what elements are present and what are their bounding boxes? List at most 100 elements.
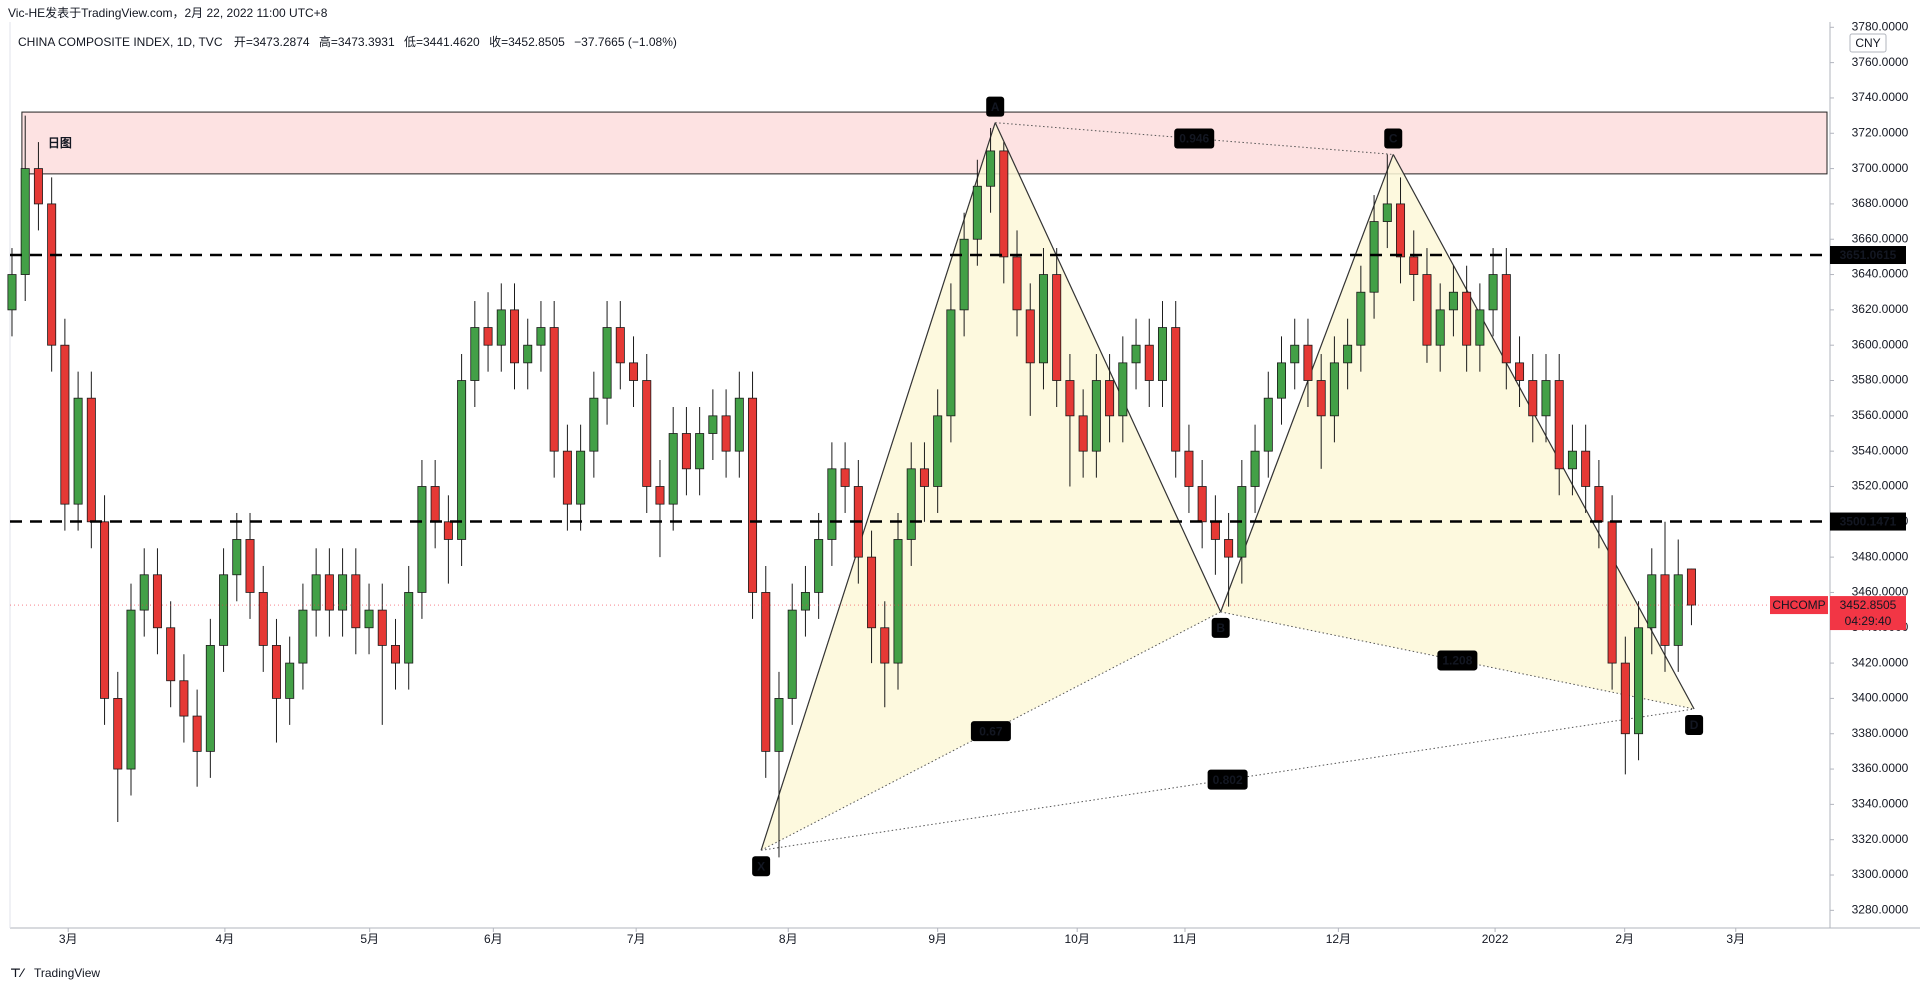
candle-body: [642, 380, 652, 487]
candle-body: [589, 397, 599, 452]
candle-body: [1435, 309, 1445, 346]
candle-body: [1052, 274, 1062, 381]
candle-body: [1277, 362, 1287, 399]
candle-body: [562, 450, 572, 505]
candle-body: [377, 609, 387, 646]
y-tick-label: 3300.0000: [1852, 867, 1909, 881]
currency: CNY: [1855, 36, 1880, 50]
candle-body: [1422, 274, 1432, 346]
candle-body: [390, 645, 400, 664]
candle-body: [1224, 539, 1234, 558]
candle-body: [840, 468, 850, 487]
candle-body: [1607, 521, 1617, 664]
y-tick-label: 3680.0000: [1852, 196, 1909, 210]
candle-body: [523, 344, 533, 364]
candle-body: [1594, 486, 1604, 523]
candle-body: [1316, 380, 1326, 417]
candle-body: [126, 609, 136, 770]
candle-body: [1105, 380, 1115, 417]
change: −37.7665 (−1.08%): [574, 35, 677, 49]
ratio-line: [1220, 611, 1695, 710]
candle-body: [258, 592, 268, 646]
pattern-fill: [761, 122, 1221, 851]
symbol: CHINA COMPOSITE INDEX, 1D, TVC: [18, 35, 223, 49]
candle-body: [986, 150, 996, 187]
point-label: X: [757, 859, 765, 873]
candle-body: [774, 698, 784, 752]
candle-body: [1250, 450, 1260, 487]
candle-body: [1356, 291, 1366, 346]
candle-body: [1475, 309, 1485, 346]
candle-body: [1263, 397, 1273, 452]
footer-brand: TradingView: [34, 966, 100, 980]
candle-body: [1290, 344, 1300, 364]
candle-body: [602, 327, 612, 399]
ratio-label-box: [1207, 769, 1248, 790]
candle-body: [681, 433, 691, 470]
level-label-box: [1830, 512, 1906, 531]
pattern-leg: [1220, 154, 1394, 613]
candle-body: [1144, 344, 1154, 381]
harmonic-pattern: [760, 122, 1695, 851]
candle-body: [73, 397, 83, 505]
point-label-box: [752, 856, 771, 877]
candle-body: [999, 150, 1009, 258]
candle-body: [1528, 380, 1538, 417]
candle-body: [880, 627, 890, 664]
candle-body: [100, 521, 110, 699]
x-tick-label: 3月: [59, 932, 78, 946]
candle-body: [139, 574, 149, 611]
ratio-line: [761, 708, 1695, 851]
candle-body: [1660, 574, 1670, 646]
candle-body: [457, 380, 467, 540]
candle-body: [668, 433, 678, 505]
last-price: 3452.8505: [1840, 598, 1897, 612]
candle-body: [893, 539, 903, 664]
ratio-label-box: [1174, 128, 1215, 149]
pattern-leg: [1392, 154, 1695, 710]
candle-body: [364, 609, 374, 629]
candle-body: [7, 274, 17, 311]
candle-body: [1396, 203, 1406, 258]
ratio-label: 0.67: [979, 724, 1003, 738]
candle-body: [1620, 662, 1630, 735]
candle-body: [351, 574, 361, 629]
point-label: A: [991, 100, 1000, 114]
publish-info: Vic-HE发表于TradingView.com，2月 22, 2022 11:…: [8, 5, 328, 20]
y-tick-label: 3640.0000: [1852, 267, 1909, 281]
candle-body: [33, 168, 43, 205]
candle-body: [919, 468, 929, 487]
candle-body: [1567, 450, 1577, 470]
candle-body: [1171, 327, 1181, 452]
candle-body: [536, 327, 546, 346]
candle-body: [1118, 362, 1128, 417]
candle-body: [655, 486, 665, 505]
x-tick-label: 4月: [216, 932, 235, 946]
candle-body: [787, 609, 797, 699]
candle-body: [192, 715, 202, 752]
x-tick-label: 3月: [1726, 932, 1745, 946]
y-tick-label: 3780.0000: [1852, 19, 1909, 33]
point-label: C: [1389, 132, 1398, 146]
candle-body: [1091, 380, 1101, 452]
candle-body: [959, 238, 969, 311]
candle-body: [1501, 274, 1511, 364]
candle-body: [1038, 274, 1048, 364]
y-tick-label: 3380.0000: [1852, 726, 1909, 740]
candle-body: [629, 362, 639, 381]
ratio-label-box: [1437, 650, 1478, 671]
candle-body: [748, 397, 758, 593]
resistance-zone: [21, 111, 1828, 175]
candle-body: [311, 574, 321, 611]
y-tick-label: 3360.0000: [1852, 761, 1909, 775]
point-label-box: [1384, 128, 1403, 149]
candle-body: [1303, 344, 1313, 381]
ratio-line: [995, 122, 1394, 155]
y-tick-label: 3480.0000: [1852, 549, 1909, 563]
y-tick-label: 3760.0000: [1852, 55, 1909, 69]
candle-body: [470, 327, 480, 381]
y-tick-label: 3520.0000: [1852, 479, 1909, 493]
candle-body: [1329, 362, 1339, 417]
candle-body: [166, 627, 176, 682]
